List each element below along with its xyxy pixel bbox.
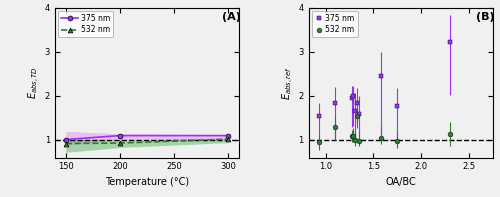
- X-axis label: OA/BC: OA/BC: [385, 177, 416, 187]
- X-axis label: Temperature (°C): Temperature (°C): [105, 177, 189, 187]
- Legend: 375 nm, 532 nm: 375 nm, 532 nm: [312, 11, 358, 37]
- Legend: 375 nm, 532 nm: 375 nm, 532 nm: [58, 11, 114, 37]
- Y-axis label: $E_{abs,ref}$: $E_{abs,ref}$: [280, 66, 295, 100]
- Text: (B): (B): [476, 12, 494, 22]
- Y-axis label: $E_{abs,TD}$: $E_{abs,TD}$: [27, 66, 42, 99]
- Text: (A): (A): [222, 12, 241, 22]
